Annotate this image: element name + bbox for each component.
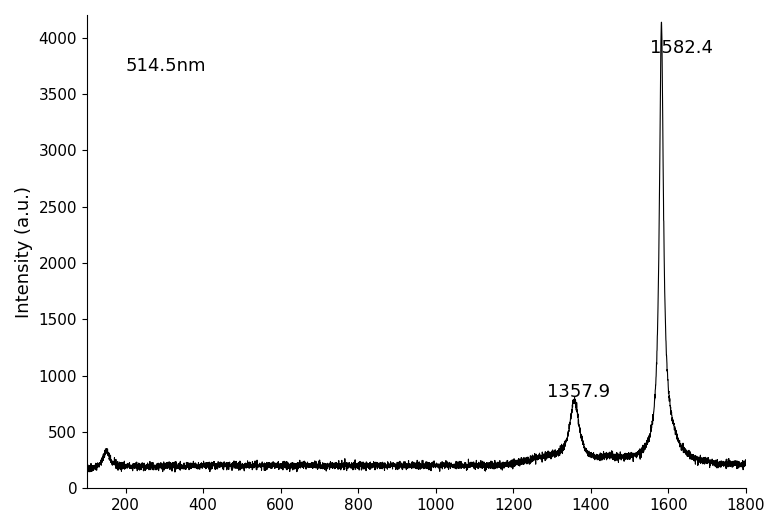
Text: 1357.9: 1357.9 <box>548 383 611 401</box>
Y-axis label: Intensity (a.u.): Intensity (a.u.) <box>15 186 33 318</box>
Text: 1582.4: 1582.4 <box>650 39 713 58</box>
Text: 514.5nm: 514.5nm <box>126 58 206 76</box>
